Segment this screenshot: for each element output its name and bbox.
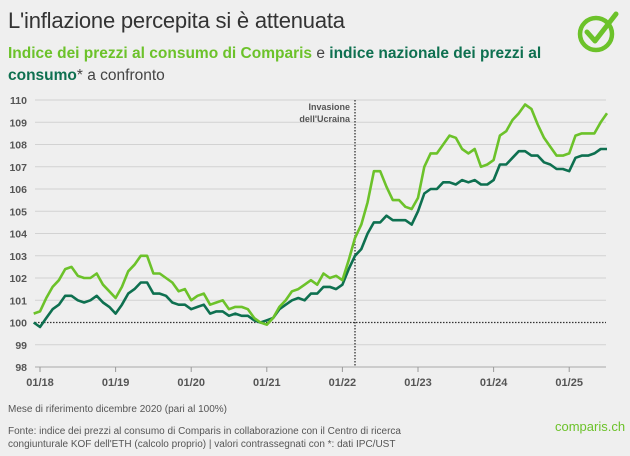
y-tick-label: 102	[9, 273, 27, 285]
y-tick-label: 109	[9, 117, 27, 129]
subtitle-joiner: e	[312, 45, 330, 62]
subtitle-rest: * a confronto	[76, 67, 165, 84]
subtitle-comparis-series: Indice dei prezzi al consumo di Comparis	[8, 45, 313, 62]
x-tick-label: 01/18	[26, 377, 54, 388]
line-chart: 98 99 100 101 102 103 104 105 106 107 108 109 110 01/…	[9, 95, 609, 388]
reference-note: Mese di riferimento dicembre 2020 (pari …	[8, 404, 227, 415]
source-note: Fonte: indice dei prezzi al consumo di C…	[8, 426, 401, 450]
x-tick-label: 01/25	[555, 377, 583, 388]
chart-title: L'inflazione percepita si è attenuata	[8, 8, 345, 33]
x-tick-label: 01/24	[480, 377, 508, 388]
invasion-label: Invasione	[308, 102, 350, 112]
y-tick-label: 105	[9, 206, 27, 218]
x-tick-label: 01/19	[102, 377, 130, 388]
y-tick-label: 108	[9, 140, 27, 152]
series-line-comparis	[33, 103, 609, 326]
y-tick-label: 103	[9, 251, 27, 263]
subtitle-national-series: indice nazionale dei prezzi al consumo	[8, 45, 542, 84]
y-tick-label: 99	[15, 340, 27, 352]
y-tick-label: 110	[10, 95, 27, 107]
comparis-brand-logo: comparis.ch	[555, 419, 626, 434]
checkmark-logo-icon	[577, 11, 619, 53]
x-tick-label: 01/22	[329, 377, 357, 388]
y-tick-label: 106	[9, 184, 27, 196]
chart-subtitle: Indice dei prezzi al consumo di Comparis…	[8, 43, 548, 87]
x-tick-label: 01/20	[177, 377, 205, 388]
series-line-national	[32, 147, 607, 329]
y-tick-label: 100	[9, 318, 27, 330]
y-tick-label: 101	[9, 295, 27, 307]
invasion-label: dell'Ucraina	[299, 114, 351, 124]
y-tick-label: 107	[9, 162, 27, 174]
y-tick-label: 104	[9, 229, 27, 241]
x-tick-label: 01/21	[253, 377, 281, 388]
y-tick-label: 98	[15, 362, 27, 374]
x-tick-label: 01/23	[404, 377, 432, 388]
